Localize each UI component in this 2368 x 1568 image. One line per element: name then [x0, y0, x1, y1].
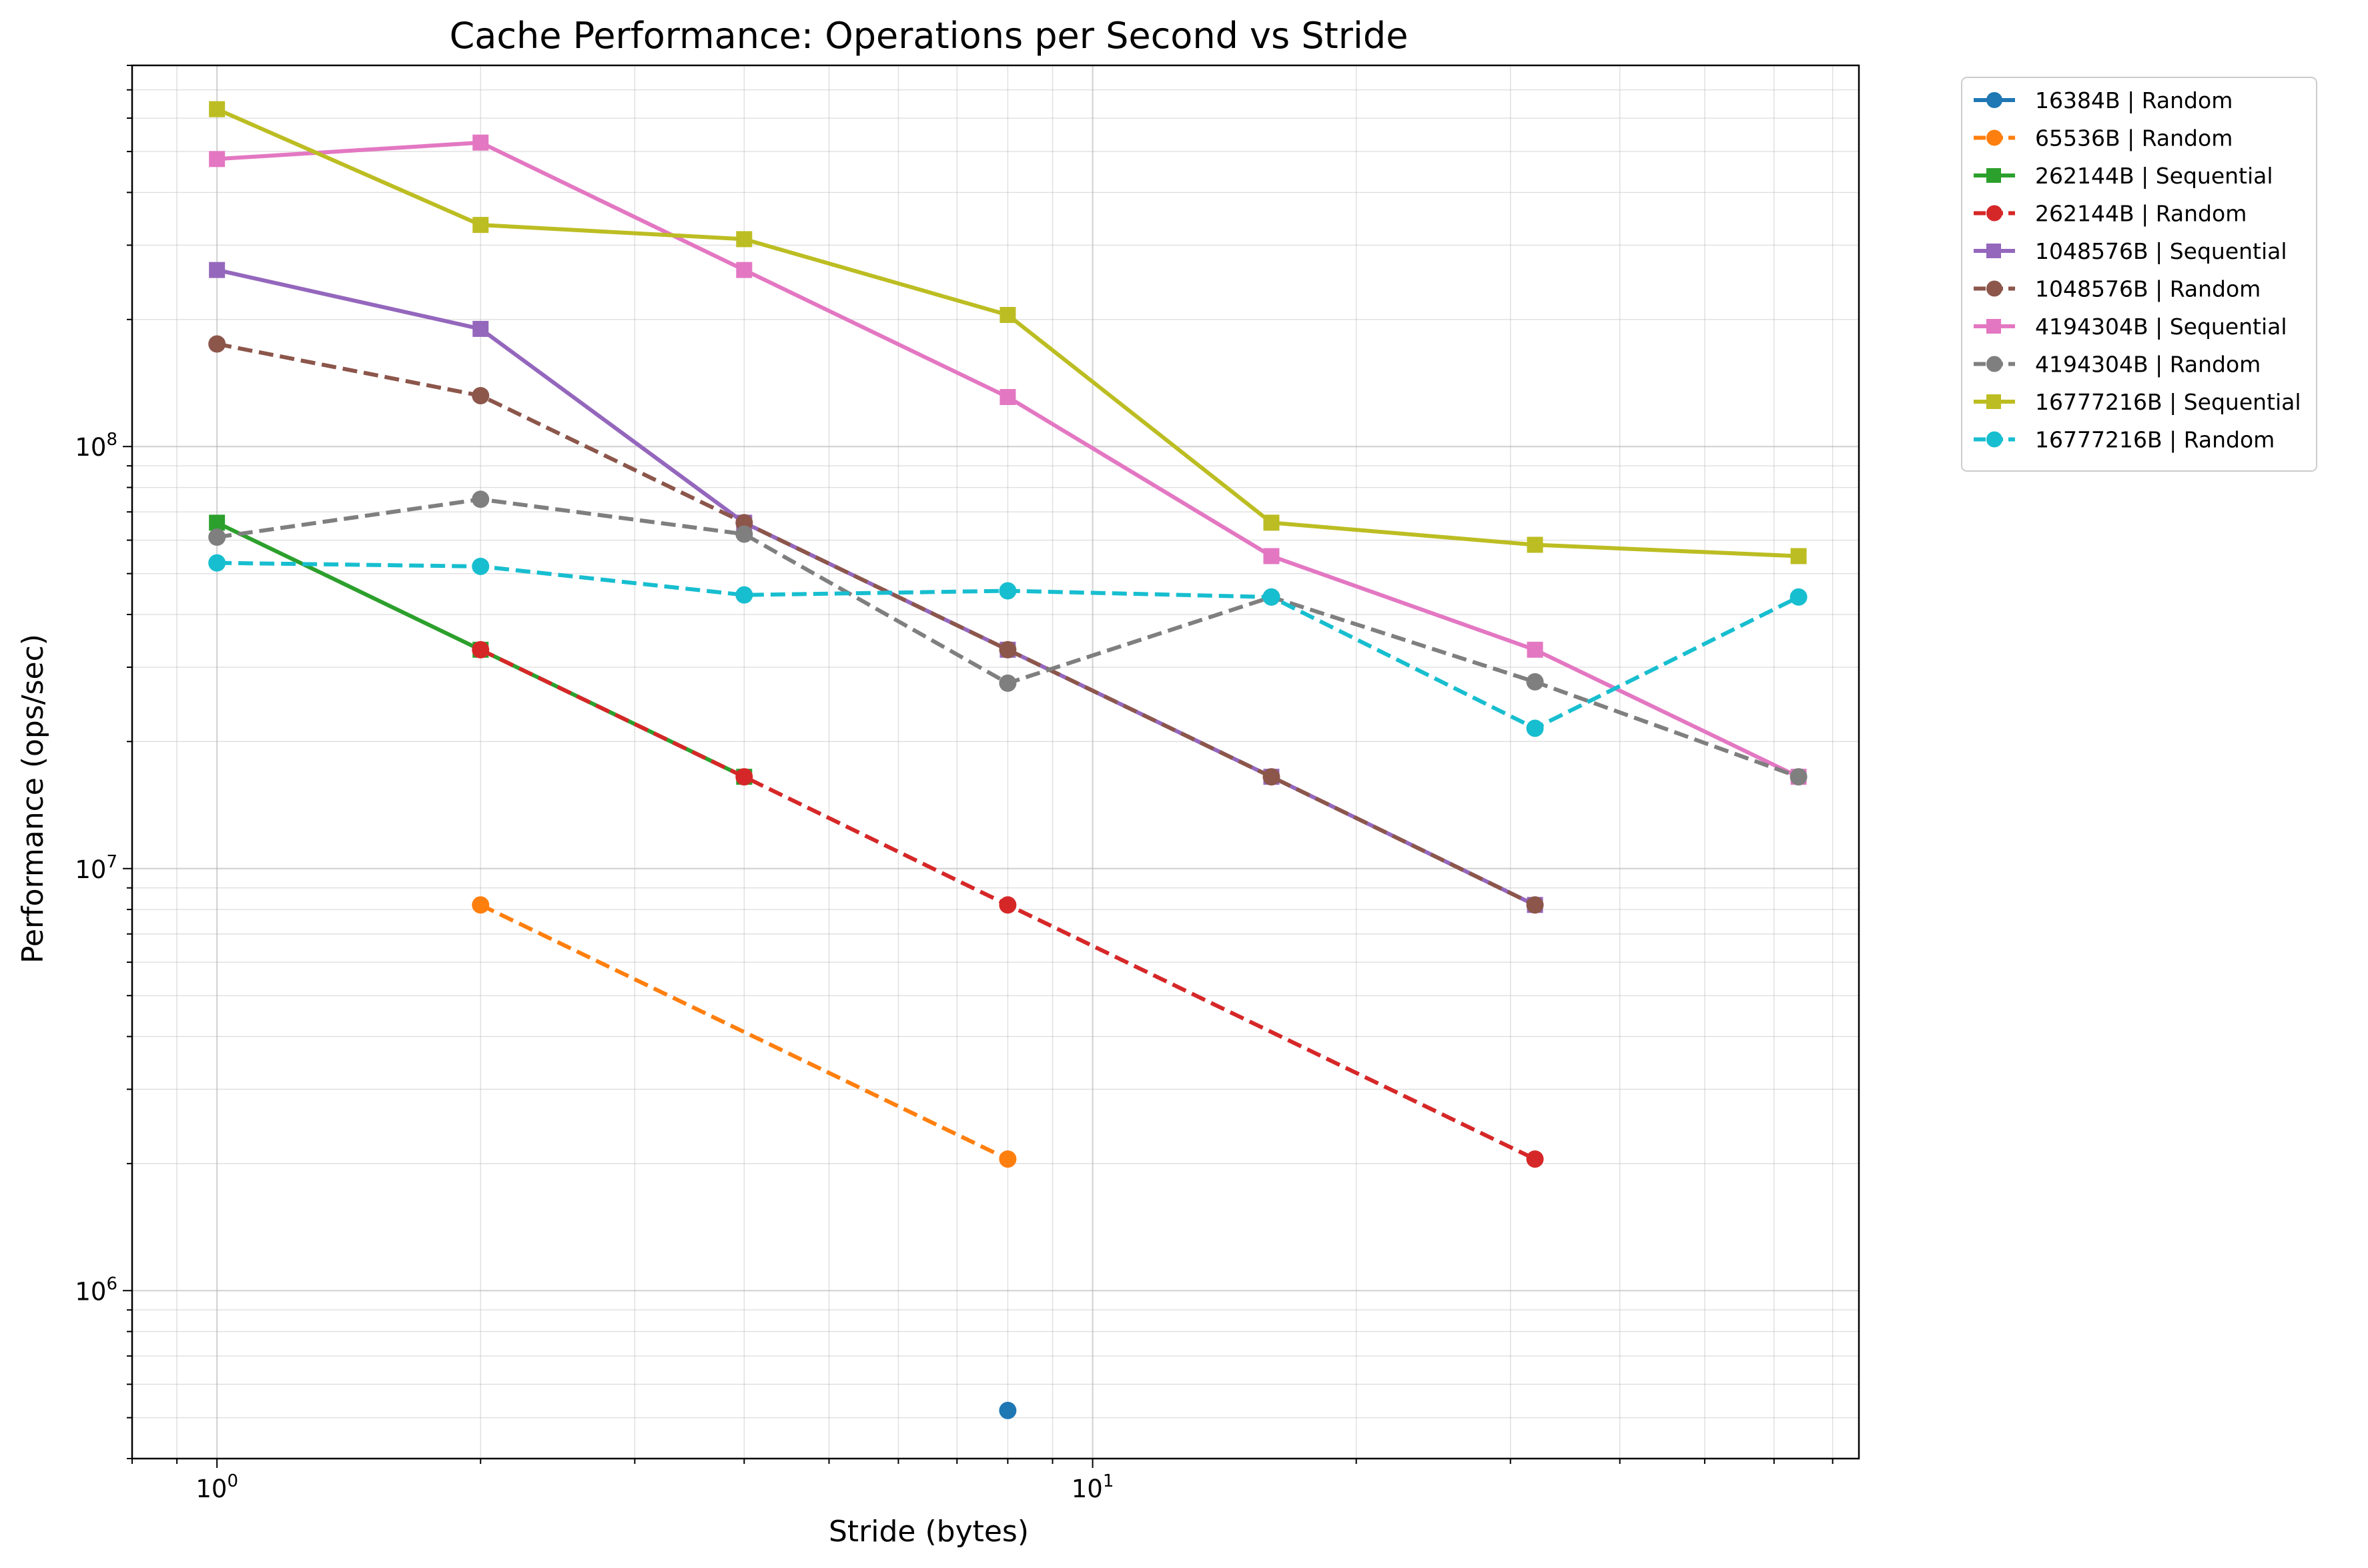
- legend-item: 16777216B | Sequential: [1974, 389, 2301, 415]
- legend-marker: [1986, 168, 2001, 183]
- legend-item: 4194304B | Random: [1974, 352, 2261, 378]
- data-point: [735, 525, 753, 543]
- data-point: [999, 674, 1017, 692]
- legend-marker: [1986, 356, 2002, 372]
- data-point: [999, 896, 1017, 914]
- legend-marker: [1986, 394, 2001, 409]
- plot-frame: [131, 64, 1860, 1460]
- data-point: [208, 528, 226, 546]
- data-point: [472, 896, 490, 914]
- legend-marker: [1986, 205, 2002, 222]
- legend-label: 262144B | Sequential: [2035, 163, 2273, 189]
- series-9: [208, 554, 1808, 737]
- legend-marker: [1986, 129, 2002, 146]
- data-point: [472, 557, 490, 575]
- data-point: [1527, 641, 1543, 658]
- data-point: [1526, 673, 1544, 691]
- legend-marker: [1986, 244, 2001, 258]
- legend-label: 16777216B | Random: [2035, 427, 2275, 453]
- data-point: [1000, 389, 1016, 406]
- legend-label: 4194304B | Sequential: [2035, 314, 2287, 340]
- legend-marker: [1986, 319, 2001, 334]
- legend-item: 16384B | Random: [1974, 87, 2233, 113]
- data-point: [736, 231, 753, 248]
- legend-label: 4194304B | Random: [2035, 352, 2261, 378]
- legend-marker: [1986, 92, 2002, 108]
- x-axis-label: Stride (bytes): [829, 1515, 1029, 1549]
- series-3: [472, 641, 1544, 1168]
- series-6: [209, 134, 1807, 785]
- legend-marker: [1986, 280, 2002, 297]
- legend-item: 16777216B | Random: [1974, 427, 2275, 453]
- data-point: [209, 101, 226, 117]
- series-layer: [208, 101, 1808, 1419]
- data-point: [1526, 896, 1544, 914]
- legend-marker: [1986, 431, 2002, 448]
- legend-box: [1961, 77, 2317, 472]
- legend-label: 262144B | Random: [2035, 201, 2247, 227]
- y-tick-label: 106: [75, 1274, 117, 1306]
- data-point: [209, 514, 226, 531]
- data-point: [1790, 588, 1808, 606]
- data-point: [999, 641, 1017, 659]
- legend-label: 1048576B | Sequential: [2035, 238, 2287, 264]
- data-point: [208, 335, 226, 353]
- data-point: [1000, 307, 1016, 324]
- data-point: [999, 1150, 1017, 1168]
- data-point: [472, 320, 489, 337]
- series-7: [208, 490, 1808, 786]
- data-point: [999, 582, 1017, 600]
- series-8: [209, 101, 1807, 564]
- legend-label: 65536B | Random: [2035, 125, 2233, 151]
- y-tick-label: 107: [75, 852, 117, 884]
- series-5: [208, 335, 1544, 914]
- data-point: [1263, 514, 1280, 531]
- data-point: [999, 1401, 1017, 1419]
- data-point: [1263, 548, 1280, 564]
- data-point: [735, 586, 753, 604]
- data-point: [1790, 548, 1807, 564]
- y-axis-label: Performance (ops/sec): [16, 634, 50, 963]
- data-point: [1526, 1150, 1544, 1168]
- chart-title: Cache Performance: Operations per Second…: [450, 15, 1409, 57]
- data-point: [472, 134, 489, 151]
- series-line: [216, 342, 1536, 907]
- data-point: [736, 262, 753, 278]
- legend: 16384B | Random 65536B | Random 262144B | …: [1961, 77, 2317, 472]
- legend-item: 4194304B | Sequential: [1974, 314, 2287, 340]
- x-tick-label: 100: [195, 1471, 238, 1503]
- data-point: [1526, 719, 1544, 737]
- data-point: [208, 554, 226, 572]
- data-point: [1262, 588, 1280, 606]
- legend-item: 65536B | Random: [1974, 125, 2233, 151]
- data-point: [1527, 536, 1543, 553]
- legend-item: 1048576B | Sequential: [1974, 238, 2287, 264]
- series-line: [479, 648, 1536, 1161]
- data-point: [472, 641, 490, 659]
- series-line: [479, 903, 1009, 1161]
- data-point: [209, 262, 226, 278]
- legend-label: 1048576B | Random: [2035, 276, 2261, 302]
- series-0: [999, 1401, 1017, 1419]
- legend-item: 262144B | Random: [1974, 201, 2247, 227]
- axes: 100 101 106 107 108: [75, 65, 1834, 1503]
- x-tick-label: 101: [1072, 1471, 1114, 1503]
- data-point: [1262, 768, 1280, 786]
- y-tick-label: 108: [75, 430, 117, 462]
- legend-item: 262144B | Sequential: [1974, 163, 2273, 189]
- data-point: [735, 768, 753, 786]
- legend-item: 1048576B | Random: [1974, 276, 2261, 302]
- data-point: [472, 217, 489, 234]
- data-point: [1790, 768, 1808, 786]
- legend-label: 16777216B | Sequential: [2035, 389, 2301, 415]
- data-point: [472, 490, 490, 508]
- data-point: [209, 151, 226, 167]
- data-point: [472, 386, 490, 404]
- legend-label: 16384B | Random: [2035, 87, 2233, 113]
- series-1: [472, 896, 1017, 1168]
